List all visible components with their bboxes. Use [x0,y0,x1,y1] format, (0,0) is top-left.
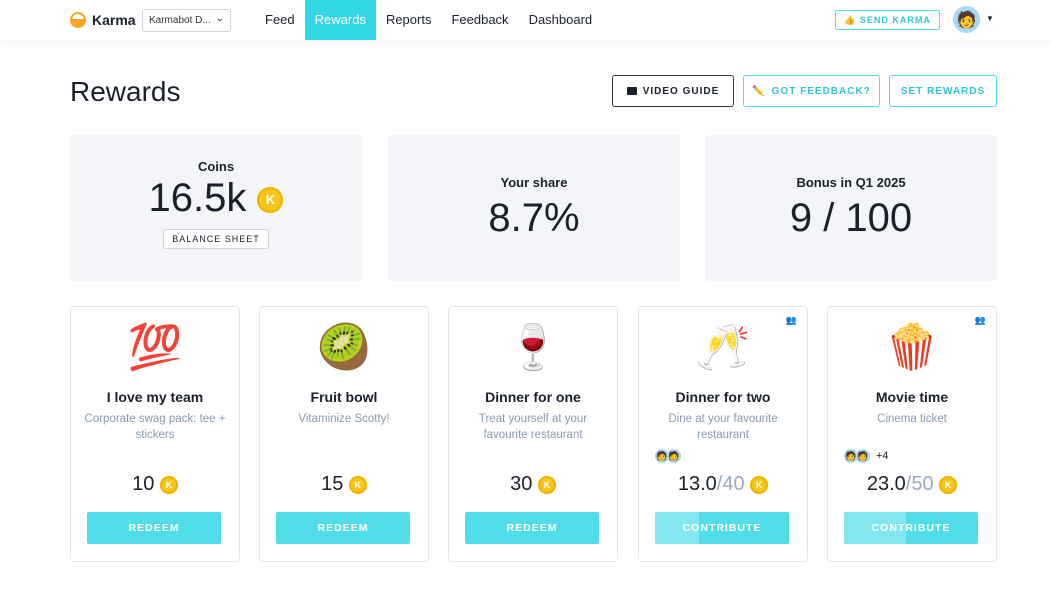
chevron-down-icon: ⌄ [215,13,224,24]
reward-emoji: 💯 [127,323,183,372]
reward-emoji: 🥝 [316,323,372,372]
got-feedback-label: GOT FEEDBACK? [771,85,871,97]
tab-dashboard[interactable]: Dashboard [528,12,593,27]
contributor-avatar: 🧑 [667,449,681,463]
reward-price: 10 [132,473,155,495]
karma-logo-icon [70,12,86,28]
coin-icon: K [257,187,284,214]
caret-down-icon[interactable]: ▼ [986,14,994,23]
reward-description: Corporate swag pack: tee + stickers [84,413,226,441]
share-label: Your share [500,175,568,190]
coins-label: Coins [197,159,235,174]
group-icon: 👥 [974,315,986,325]
contribution-progress [844,512,906,544]
coin-icon: K [537,475,556,494]
contributors: 🧑 🧑 [655,449,687,463]
video-guide-label: VIDEO GUIDE [642,85,720,97]
contribute-button[interactable]: CONTRIBUTE [844,512,978,544]
contributors: 🧑 🧑 +4 [844,449,889,463]
amount-total: /40 [716,473,745,495]
coins-card: Coins 16.5k K BALANCE SHEET [70,135,362,281]
reward-description: Vitaminize Scotty! [298,413,390,425]
contributor-avatar: 🧑 [655,449,669,463]
reward-emoji: 🍷 [505,323,561,372]
tab-rewards[interactable]: Rewards [304,0,376,40]
share-card: Your share 8.7% [388,135,680,281]
user-avatar[interactable]: 🧑 [953,6,980,33]
video-guide-button[interactable]: VIDEO GUIDE [612,75,734,107]
reward-name: Dinner for one [485,389,581,405]
bonus-value: 9 / 100 [789,196,913,240]
reward-card: 💯 I love my team Corporate swag pack: te… [70,306,240,562]
reward-emoji: 🥂 [695,323,751,372]
thumbs-up-icon: 👍 [844,15,857,25]
workspace-select[interactable]: Karmabot D... ⌄ [142,9,231,32]
tab-reports[interactable]: Reports [385,12,432,27]
redeem-button[interactable]: REDEEM [276,512,410,544]
set-rewards-button[interactable]: SET REWARDS [889,75,997,107]
reward-card: 🍷 Dinner for one Treat yourself at your … [448,306,618,562]
contribute-label: CONTRIBUTE [871,522,951,534]
top-nav: Karma Karmabot D... ⌄ Feed Rewards Report… [0,0,1050,40]
reward-price: 30 [510,473,533,495]
contributor-avatar: 🧑 [844,449,858,463]
reward-name: Dinner for two [675,389,771,405]
reward-card: 👥 🥂 Dinner for two Dine at your favourite… [638,306,808,562]
redeem-label: REDEEM [128,522,180,534]
share-value: 8.7% [488,196,580,240]
amount-raised: 23.0 [866,473,906,495]
redeem-button[interactable]: REDEEM [465,512,599,544]
redeem-button[interactable]: REDEEM [87,512,221,544]
redeem-label: REDEEM [317,522,369,534]
contribute-label: CONTRIBUTE [682,522,762,534]
group-icon: 👥 [785,315,797,325]
amount-total: /50 [905,473,934,495]
bonus-label: Bonus in Q1 2025 [796,175,906,190]
send-karma-label: SEND KARMA [859,15,931,25]
video-camera-icon [626,87,637,95]
set-rewards-label: SET REWARDS [900,85,986,97]
reward-card: 👥 🍿 Movie time Cinema ticket 🧑 🧑 +4 23.0/50 … [827,306,997,562]
reward-description: Treat yourself at your favourite restaur… [478,413,588,441]
send-karma-button[interactable]: 👍 SEND KARMA [835,10,940,30]
balance-sheet-button[interactable]: BALANCE SHEET [163,229,269,249]
contribution-progress [655,512,699,544]
reward-description: Cinema ticket [877,413,947,425]
pencil-icon: ✏️ [752,85,766,97]
workspace-name: Karmabot D... [149,15,211,26]
brand-logo[interactable]: Karma [70,12,136,28]
contributor-avatar: 🧑 [856,449,870,463]
amount-raised: 13.0 [677,473,717,495]
coin-icon: K [159,475,178,494]
coins-value: 16.5k [148,176,247,220]
reward-emoji: 🍿 [884,323,940,372]
coin-icon: K [750,475,769,494]
reward-name: I love my team [106,389,204,405]
coin-icon: K [939,475,958,494]
redeem-label: REDEEM [506,522,558,534]
reward-description: Dine at your favourite restaurant [668,413,778,441]
tab-feedback[interactable]: Feedback [451,12,509,27]
page-title: Rewards [70,76,181,107]
coin-icon: K [348,475,367,494]
reward-name: Fruit bowl [310,389,378,405]
more-contributors: +4 [876,450,889,462]
got-feedback-button[interactable]: ✏️ GOT FEEDBACK? [743,75,880,107]
bonus-card: Bonus in Q1 2025 9 / 100 [705,135,997,281]
tab-feed[interactable]: Feed [265,12,295,27]
reward-card: 🥝 Fruit bowl Vitaminize Scotty! 15 K REDE… [259,306,429,562]
brand-name: Karma [92,12,136,28]
contribute-button[interactable]: CONTRIBUTE [655,512,789,544]
reward-price: 15 [321,473,344,495]
reward-name: Movie time [875,389,949,405]
